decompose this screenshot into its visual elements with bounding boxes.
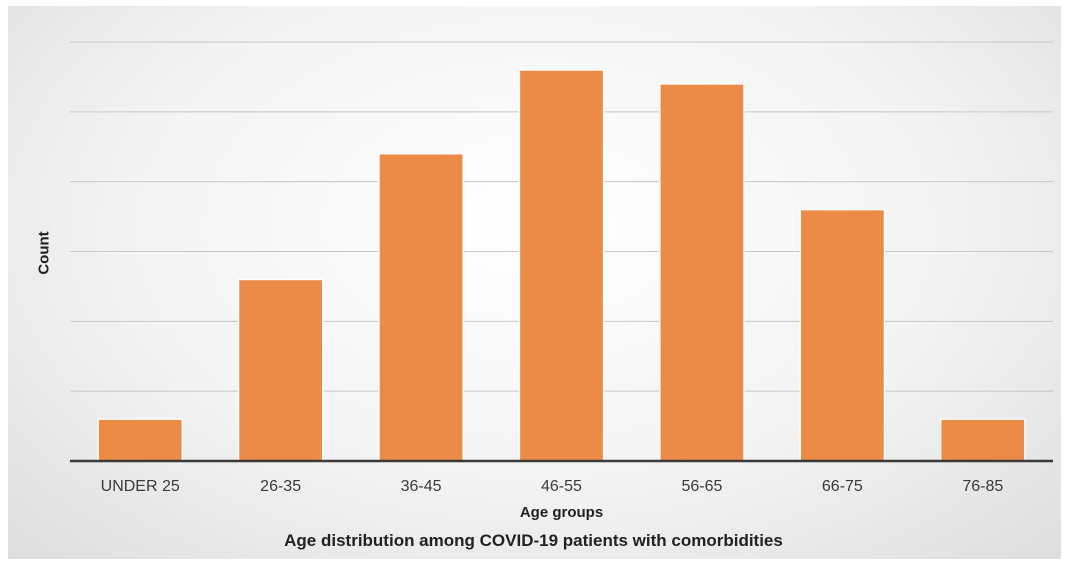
bar xyxy=(939,418,1026,462)
bar xyxy=(659,83,745,462)
y-axis-label: Count xyxy=(35,231,53,275)
bars xyxy=(97,69,1026,462)
x-tick-label: 76-85 xyxy=(962,478,1003,495)
x-tick-labels: UNDER 25 26-35 36-45 46-55 56-65 66-75 76-85 xyxy=(101,478,1004,495)
bar xyxy=(97,418,184,462)
bar xyxy=(518,69,605,462)
bar xyxy=(799,208,886,462)
chart-title: Age distribution among COVID-19 patients… xyxy=(284,531,783,550)
bar xyxy=(378,152,464,462)
x-tick-label: 26-35 xyxy=(260,478,301,495)
x-tick-label: 46-55 xyxy=(541,478,582,495)
x-tick-label: 36-45 xyxy=(401,478,442,495)
x-tick-label: UNDER 25 xyxy=(101,478,180,495)
x-tick-label: 66-75 xyxy=(822,478,863,495)
x-tick-label: 56-65 xyxy=(681,478,722,495)
bar xyxy=(237,278,324,462)
x-axis-label: Age groups xyxy=(519,504,604,521)
